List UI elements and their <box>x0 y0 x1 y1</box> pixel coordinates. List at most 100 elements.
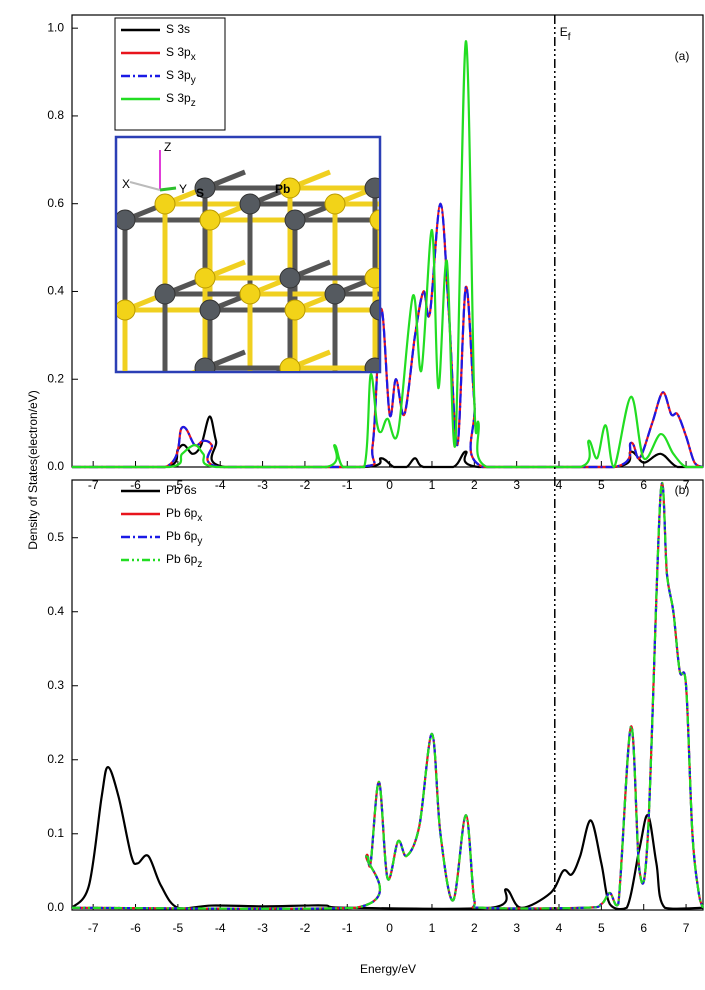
atom <box>117 209 136 231</box>
atom <box>325 374 345 394</box>
legend-name: Pb 6p <box>166 529 198 543</box>
bond <box>125 384 165 400</box>
inset-label: Z <box>164 140 171 154</box>
legend-sub: x <box>191 52 196 63</box>
x-tick-label: -2 <box>300 478 311 492</box>
panel-label: (a) <box>675 49 690 63</box>
inset-label: X <box>122 177 130 191</box>
y-tick-label: 0.3 <box>47 678 64 692</box>
x-tick-label: -7 <box>88 478 99 492</box>
lattice <box>115 169 500 410</box>
atom <box>410 194 430 214</box>
dos-curve <box>71 202 704 469</box>
dos-curve <box>71 40 703 469</box>
x-tick-label: -7 <box>88 921 99 935</box>
plot-frame <box>71 14 704 468</box>
legend-name: Pb 6p <box>166 552 198 566</box>
atom <box>369 299 379 321</box>
y-tick-label: 0.2 <box>47 371 64 385</box>
y-tick-label: 0.2 <box>47 752 64 766</box>
legend-sub: y <box>191 75 196 86</box>
x-tick-label: -4 <box>215 478 226 492</box>
dos-curve <box>71 481 705 910</box>
atom <box>324 283 346 305</box>
legend-name: S 3p <box>166 68 191 82</box>
y-axis-label: Density of States(electron/eV) <box>26 390 40 549</box>
atom <box>364 177 379 199</box>
x-tick-label: 1 <box>429 478 436 492</box>
inset-label: Y <box>179 182 187 196</box>
legend-sub: x <box>197 513 202 524</box>
y-tick-label: 0.0 <box>47 459 64 473</box>
atom <box>450 178 470 198</box>
legend-label: S 3pz <box>166 91 196 108</box>
atom <box>200 390 220 410</box>
x-tick-label: 7 <box>683 478 690 492</box>
x-tick-label: 4 <box>556 478 563 492</box>
atom <box>155 374 175 394</box>
atom <box>154 193 176 215</box>
x-tick-label: 7 <box>683 921 690 935</box>
y-tick-label: 0.4 <box>47 604 64 618</box>
atom <box>154 283 176 305</box>
bond <box>420 188 460 204</box>
legend-label: Pb 6py <box>166 529 202 546</box>
atom <box>284 299 306 321</box>
dos-curve <box>71 481 705 910</box>
atom <box>284 209 306 231</box>
panel-label: (b) <box>675 483 690 497</box>
x-tick-label: -2 <box>300 921 311 935</box>
x-tick-label: -5 <box>173 478 184 492</box>
y-tick-label: 0.6 <box>47 196 64 210</box>
legend-name: S 3s <box>166 22 190 36</box>
bond <box>460 172 500 188</box>
x-tick-label: -1 <box>342 478 353 492</box>
atom <box>199 209 221 231</box>
y-tick-label: 1.0 <box>47 20 64 34</box>
atom <box>239 193 261 215</box>
x-tick-label: 5 <box>598 478 605 492</box>
x-tick-label: -5 <box>173 921 184 935</box>
atom <box>239 283 261 305</box>
legend-sub: y <box>197 536 202 547</box>
legend-name: S 3p <box>166 91 191 105</box>
atom <box>115 390 135 410</box>
x-tick-label: -6 <box>130 478 141 492</box>
x-tick-label: 5 <box>598 921 605 935</box>
x-tick-label: 3 <box>513 921 520 935</box>
legend-sub: z <box>191 98 196 109</box>
bond <box>460 352 500 368</box>
y-tick-label: 0.4 <box>47 284 64 298</box>
atom <box>285 390 305 410</box>
legend-name: Pb 6p <box>166 506 198 520</box>
legend-label: Pb 6s <box>166 483 197 497</box>
atom <box>324 193 346 215</box>
x-tick-label: 0 <box>386 921 393 935</box>
y-tick-label: 0.1 <box>47 826 64 840</box>
y-tick-label: 0.0 <box>47 900 64 914</box>
atom <box>194 267 216 289</box>
plot-frame <box>71 479 704 911</box>
legend-frame <box>114 17 226 131</box>
x-tick-label: 2 <box>471 478 478 492</box>
x-tick-label: -6 <box>130 921 141 935</box>
x-tick-label: 6 <box>640 478 647 492</box>
bond <box>460 262 500 278</box>
dos-curve <box>71 766 704 911</box>
x-tick-label: -3 <box>257 478 268 492</box>
atom <box>279 177 301 199</box>
x-tick-label: -4 <box>215 921 226 935</box>
x-tick-label: 2 <box>471 921 478 935</box>
legend-label: S 3px <box>166 45 196 62</box>
atom <box>194 357 216 371</box>
inset: Z Y X S Pb <box>114 135 500 410</box>
atom <box>279 357 301 371</box>
x-tick-label: 3 <box>513 478 520 492</box>
legend-label: Pb 6pz <box>166 552 202 569</box>
inset-label: Pb <box>275 182 290 196</box>
fermi-sub: f <box>568 32 571 43</box>
atom <box>199 299 221 321</box>
legend-name: Pb 6s <box>166 483 197 497</box>
x-tick-label: 4 <box>556 921 563 935</box>
legend-name: S 3p <box>166 45 191 59</box>
